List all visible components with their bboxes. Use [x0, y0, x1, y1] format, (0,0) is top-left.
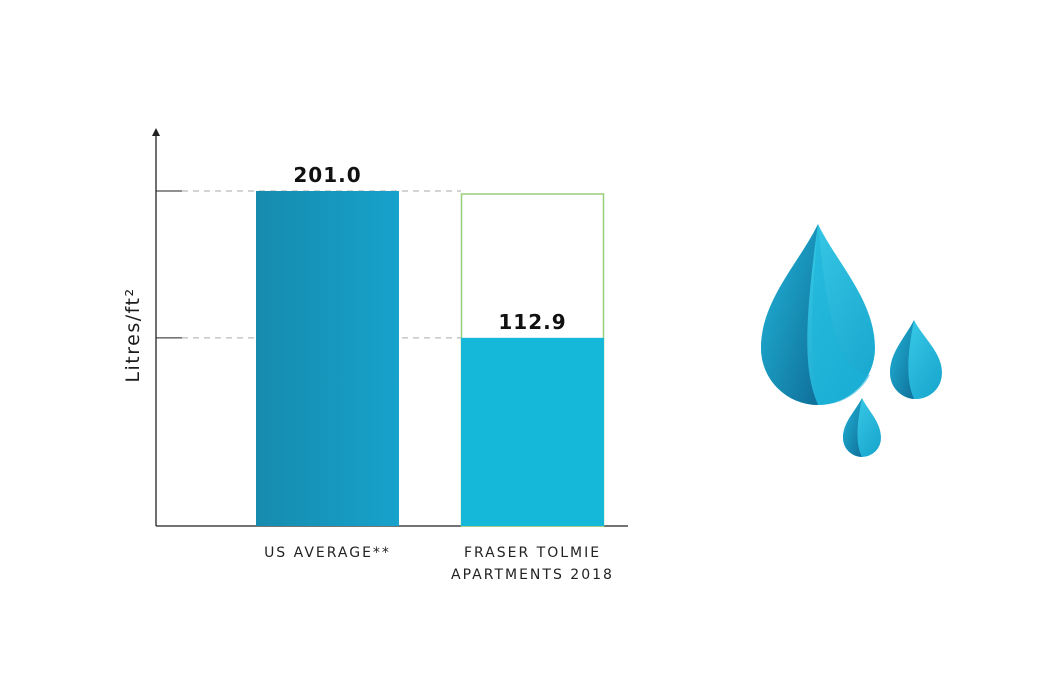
data-label: 112.9 [498, 310, 566, 334]
x-tick-label: US AVERAGE** [264, 545, 391, 561]
water-drops-icon [761, 224, 942, 457]
medium-drop [889, 320, 942, 399]
x-tick-label: APARTMENTS 2018 [451, 567, 614, 583]
y-axis-arrow [152, 128, 160, 136]
labels: 201.0 US AVERAGE** 112.9 FRASER TOLMIE APART… [264, 163, 614, 583]
large-drop [761, 224, 875, 406]
bar [461, 337, 604, 526]
bars [256, 191, 605, 527]
small-drop [843, 398, 881, 457]
bar [256, 191, 399, 526]
data-label: 201.0 [293, 163, 361, 187]
y-axis-label: Litres/ft² [122, 287, 144, 382]
x-tick-label: FRASER TOLMIE [464, 545, 601, 561]
